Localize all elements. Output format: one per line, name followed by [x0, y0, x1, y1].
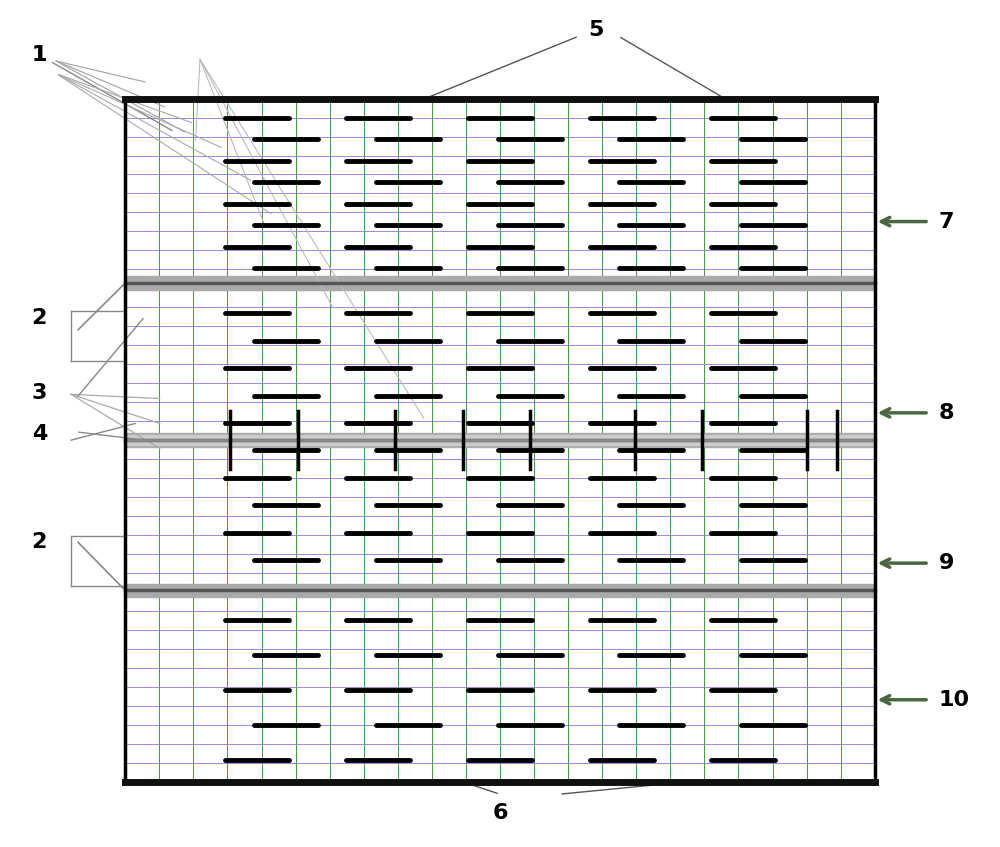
- Text: 9: 9: [939, 553, 954, 573]
- Text: 1: 1: [32, 45, 172, 130]
- Text: 5: 5: [589, 20, 604, 40]
- Text: 10: 10: [939, 689, 970, 710]
- Text: 3: 3: [32, 383, 47, 402]
- Text: 6: 6: [492, 803, 508, 823]
- Text: 2: 2: [32, 533, 47, 552]
- Text: 7: 7: [939, 212, 954, 231]
- Bar: [125, 98, 875, 782]
- Text: 1: 1: [32, 45, 47, 65]
- Text: 4: 4: [32, 424, 47, 444]
- Text: 8: 8: [939, 403, 954, 423]
- Text: 2: 2: [32, 307, 47, 328]
